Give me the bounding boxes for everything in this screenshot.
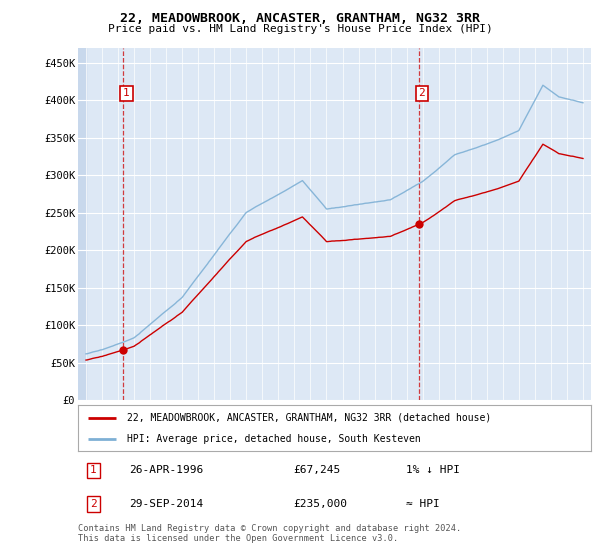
Text: £235,000: £235,000 [293, 499, 347, 509]
Text: 1: 1 [90, 465, 97, 475]
Text: HPI: Average price, detached house, South Kesteven: HPI: Average price, detached house, Sout… [127, 435, 421, 444]
Text: 2: 2 [418, 88, 425, 99]
Text: £67,245: £67,245 [293, 465, 341, 475]
Text: ≈ HPI: ≈ HPI [406, 499, 440, 509]
Text: Contains HM Land Registry data © Crown copyright and database right 2024.
This d: Contains HM Land Registry data © Crown c… [78, 524, 461, 543]
Text: 29-SEP-2014: 29-SEP-2014 [130, 499, 203, 509]
Text: 22, MEADOWBROOK, ANCASTER, GRANTHAM, NG32 3RR: 22, MEADOWBROOK, ANCASTER, GRANTHAM, NG3… [120, 12, 480, 25]
Text: 26-APR-1996: 26-APR-1996 [130, 465, 203, 475]
Bar [78, 48, 86, 400]
Text: 22, MEADOWBROOK, ANCASTER, GRANTHAM, NG32 3RR (detached house): 22, MEADOWBROOK, ANCASTER, GRANTHAM, NG3… [127, 413, 491, 423]
Text: Price paid vs. HM Land Registry's House Price Index (HPI): Price paid vs. HM Land Registry's House … [107, 24, 493, 34]
Text: 1% ↓ HPI: 1% ↓ HPI [406, 465, 460, 475]
Text: 2: 2 [90, 499, 97, 509]
Text: 1: 1 [123, 88, 130, 99]
